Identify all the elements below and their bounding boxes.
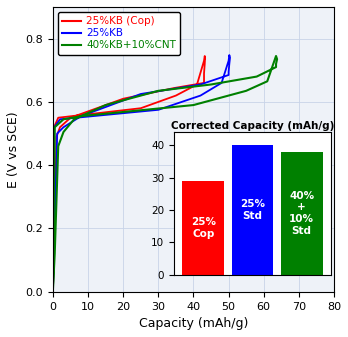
40%KB+10%CNT xyxy=(197,101,201,105)
Legend: 25%KB (Cop), 25%KB, 40%KB+10%CNT: 25%KB (Cop), 25%KB, 40%KB+10%CNT xyxy=(58,12,180,55)
Y-axis label: E (V vs SCE): E (V vs SCE) xyxy=(7,111,20,188)
25%KB xyxy=(57,118,62,122)
25%KB xyxy=(51,286,55,290)
40%KB+10%CNT xyxy=(94,113,98,117)
40%KB+10%CNT xyxy=(138,94,142,98)
25%KB (Cop) xyxy=(106,102,111,106)
25%KB (Cop) xyxy=(203,54,207,58)
25%KB xyxy=(224,74,229,78)
40%KB+10%CNT xyxy=(51,286,55,290)
25%KB (Cop) xyxy=(51,290,55,294)
25%KB (Cop) xyxy=(201,61,205,65)
25%KB (Cop) xyxy=(56,117,60,121)
25%KB (Cop) xyxy=(118,98,122,102)
40%KB+10%CNT xyxy=(95,107,100,111)
25%KB xyxy=(118,112,122,116)
25%KB (Cop) xyxy=(65,119,69,123)
Line: 25%KB (Cop): 25%KB (Cop) xyxy=(53,56,205,292)
25%KB xyxy=(227,53,231,57)
X-axis label: Capacity (mAh/g): Capacity (mAh/g) xyxy=(139,317,248,330)
25%KB xyxy=(52,252,56,256)
40%KB+10%CNT xyxy=(178,104,182,109)
40%KB+10%CNT xyxy=(274,54,278,58)
25%KB xyxy=(51,290,55,294)
25%KB xyxy=(60,117,64,121)
40%KB+10%CNT xyxy=(62,117,66,121)
25%KB (Cop) xyxy=(54,120,58,124)
Line: 40%KB+10%CNT: 40%KB+10%CNT xyxy=(53,56,277,288)
25%KB xyxy=(186,85,190,89)
40%KB+10%CNT xyxy=(51,286,55,290)
Line: 25%KB: 25%KB xyxy=(53,55,230,292)
25%KB (Cop) xyxy=(51,286,55,290)
